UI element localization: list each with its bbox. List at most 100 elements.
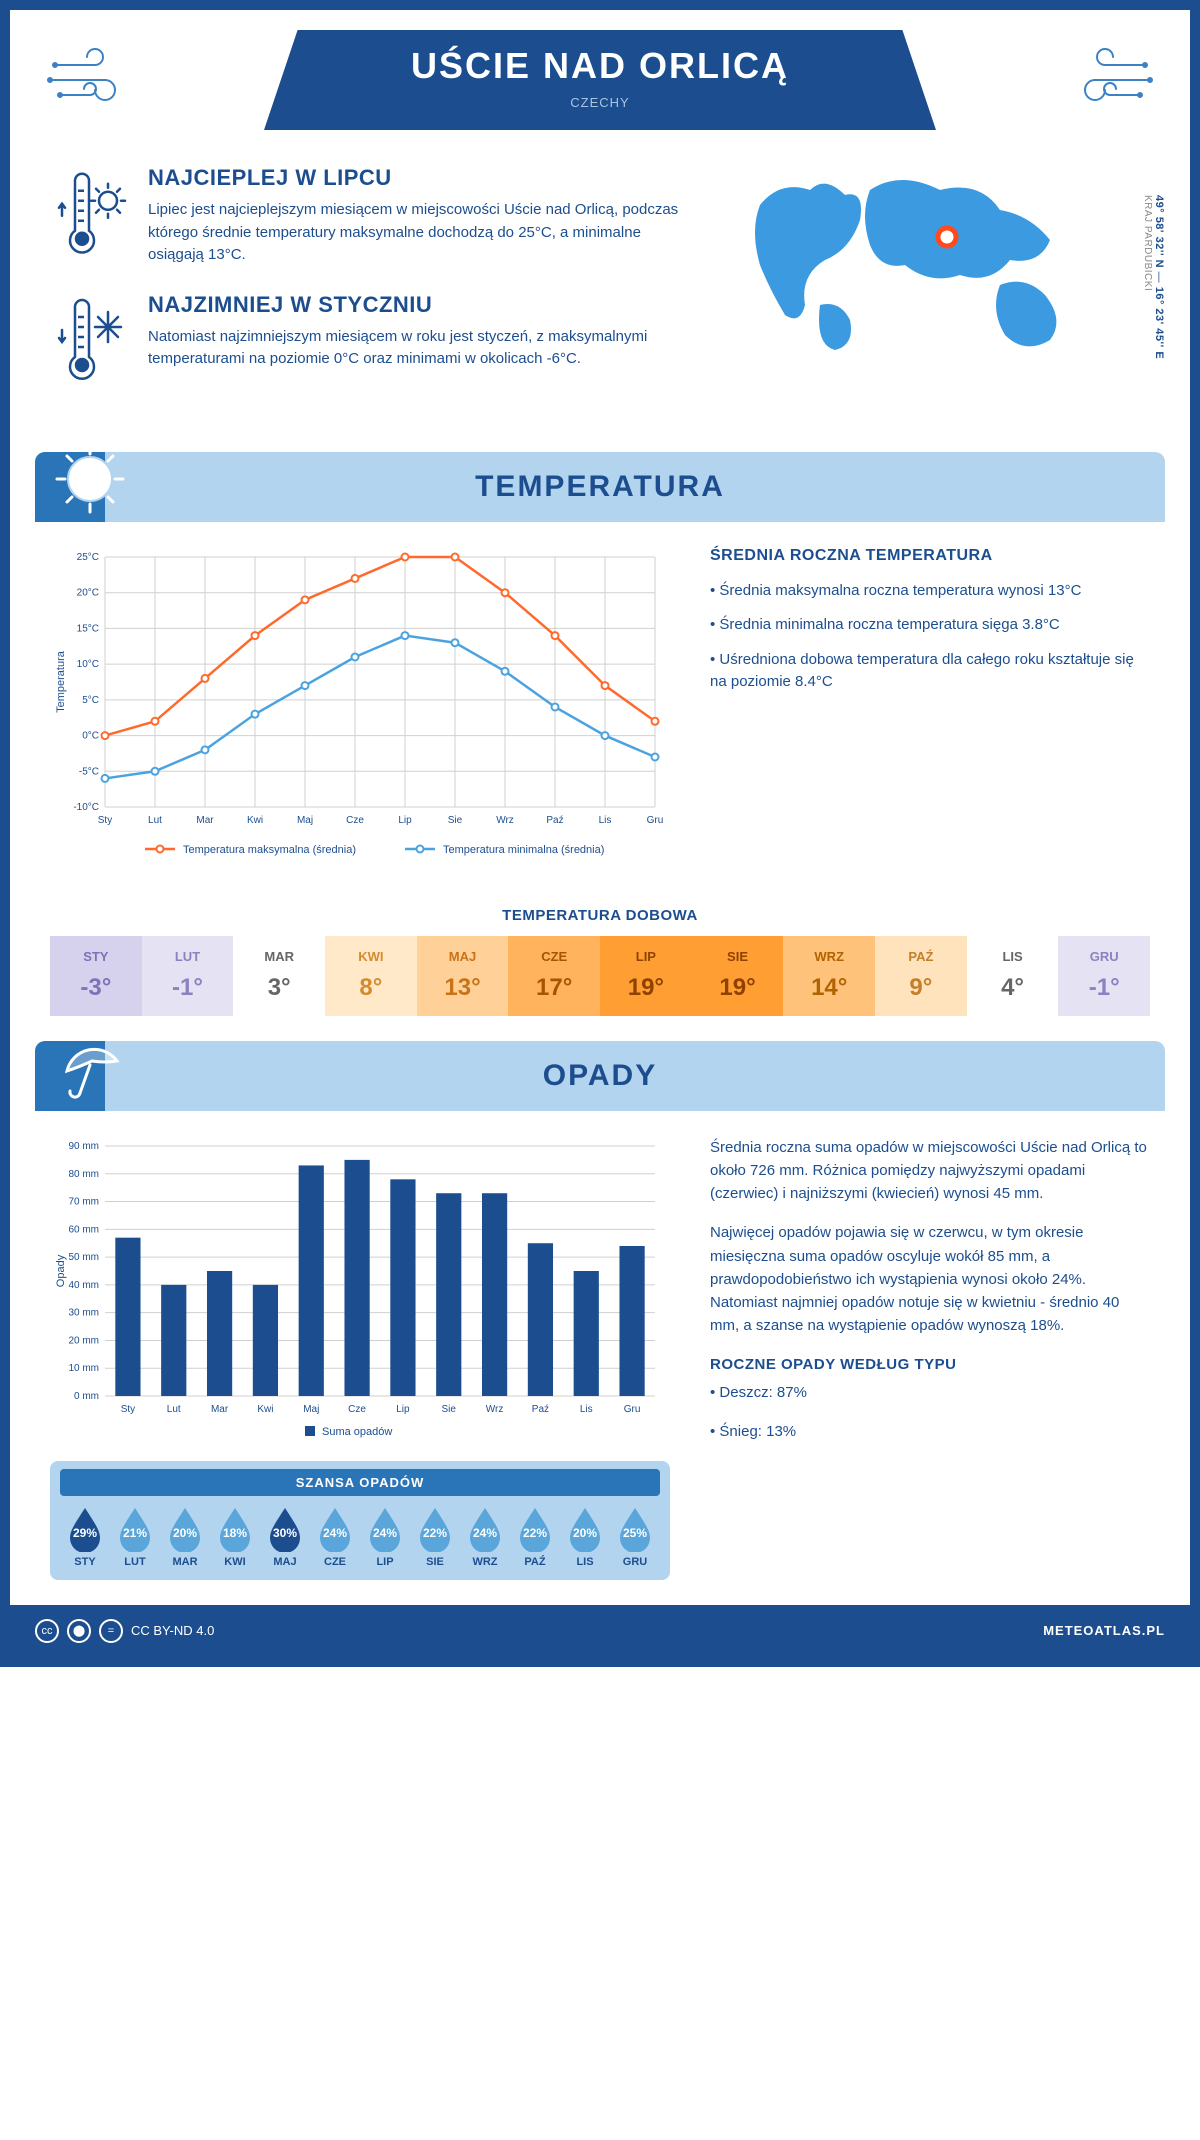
coldest-block: NAJZIMNIEJ W STYCZNIU Natomiast najzimni… [50, 292, 700, 392]
daily-temp-cell: MAJ13° [417, 936, 509, 1016]
location-pin-icon [935, 225, 959, 254]
temp-bullet: • Średnia minimalna roczna temperatura s… [710, 614, 1150, 637]
chance-drop: 20% MAR [166, 1506, 204, 1568]
temp-bullet: • Średnia maksymalna roczna temperatura … [710, 580, 1150, 603]
daily-temp-cell: PAŹ9° [875, 936, 967, 1016]
temp-chart: -10°C-5°C0°C5°C10°C15°C20°C25°CStyLutMar… [50, 547, 670, 872]
thermometer-hot-icon [50, 165, 130, 267]
footer: cc ⬤ = CC BY-ND 4.0 METEOATLAS.PL [10, 1605, 1190, 1657]
svg-text:Sie: Sie [442, 1404, 457, 1415]
svg-text:70 mm: 70 mm [68, 1196, 99, 1207]
page: UŚCIE NAD ORLICĄ CZECHY NAJCIEPLEJ W LIP… [0, 0, 1200, 1667]
svg-text:Sty: Sty [121, 1404, 135, 1415]
warmest-text: Lipiec jest najcieplejszym miesiącem w m… [148, 199, 700, 267]
svg-text:Gru: Gru [624, 1404, 641, 1415]
svg-text:Temperatura maksymalna (średni: Temperatura maksymalna (średnia) [183, 844, 356, 856]
svg-text:Kwi: Kwi [257, 1404, 273, 1415]
license-block: cc ⬤ = CC BY-ND 4.0 [35, 1619, 214, 1643]
svg-text:Lip: Lip [398, 815, 412, 826]
svg-text:Paź: Paź [532, 1404, 549, 1415]
warmest-block: NAJCIEPLEJ W LIPCU Lipiec jest najcieple… [50, 165, 700, 267]
precip-left: 0 mm10 mm20 mm30 mm40 mm50 mm60 mm70 mm8… [50, 1136, 670, 1580]
header: UŚCIE NAD ORLICĄ CZECHY [10, 10, 1190, 140]
svg-text:60 mm: 60 mm [68, 1224, 99, 1235]
svg-text:Temperatura: Temperatura [55, 650, 67, 713]
svg-text:5°C: 5°C [82, 694, 99, 705]
chance-drop: 30% MAJ [266, 1506, 304, 1568]
daily-temp-cell: STY-3° [50, 936, 142, 1016]
chance-drop: 24% CZE [316, 1506, 354, 1568]
daily-temp-cell: CZE17° [508, 936, 600, 1016]
svg-text:Lut: Lut [148, 815, 162, 826]
by-icon: ⬤ [67, 1619, 91, 1643]
wind-icon-right [1040, 40, 1160, 120]
svg-text:Sty: Sty [98, 815, 112, 826]
svg-text:10°C: 10°C [77, 659, 99, 670]
intro-text: NAJCIEPLEJ W LIPCU Lipiec jest najcieple… [50, 165, 700, 417]
page-title: UŚCIE NAD ORLICĄ [324, 45, 876, 87]
chance-drop: 22% PAŹ [516, 1506, 554, 1568]
chance-drop: 24% WRZ [466, 1506, 504, 1568]
svg-text:15°C: 15°C [77, 623, 99, 634]
svg-text:Gru: Gru [647, 815, 664, 826]
svg-text:Temperatura minimalna (średnia: Temperatura minimalna (średnia) [443, 844, 604, 856]
precip-para: Najwięcej opadów pojawia się w czerwcu, … [710, 1221, 1150, 1337]
daily-temp-cell: LIP19° [600, 936, 692, 1016]
svg-text:Mar: Mar [196, 815, 214, 826]
svg-text:Maj: Maj [303, 1404, 319, 1415]
precip-type: • Deszcz: 87% [710, 1381, 1150, 1404]
world-map-icon [730, 165, 1110, 365]
nd-icon: = [99, 1619, 123, 1643]
warmest-title: NAJCIEPLEJ W LIPCU [148, 165, 700, 191]
precip-type: • Śnieg: 13% [710, 1420, 1150, 1443]
umbrella-icon [55, 1033, 125, 1103]
svg-text:Wrz: Wrz [486, 1404, 504, 1415]
svg-text:25°C: 25°C [77, 552, 99, 563]
precip-info: Średnia roczna suma opadów w miejscowośc… [710, 1136, 1150, 1580]
svg-text:0 mm: 0 mm [74, 1391, 99, 1402]
chance-drop: 18% KWI [216, 1506, 254, 1568]
svg-text:Mar: Mar [211, 1404, 229, 1415]
svg-text:Lip: Lip [396, 1404, 410, 1415]
coordinates: 49° 58' 32'' N — 16° 23' 45'' EKRAJ PARD… [1141, 195, 1165, 359]
cc-icon: cc [35, 1619, 59, 1643]
svg-text:Sie: Sie [448, 815, 463, 826]
license-text: CC BY-ND 4.0 [131, 1623, 214, 1638]
svg-text:0°C: 0°C [82, 730, 99, 741]
svg-text:Lut: Lut [167, 1404, 181, 1415]
svg-text:Kwi: Kwi [247, 815, 263, 826]
svg-text:-5°C: -5°C [79, 766, 99, 777]
svg-text:Suma opadów: Suma opadów [322, 1426, 392, 1438]
sun-icon [55, 444, 125, 514]
temp-section: -10°C-5°C0°C5°C10°C15°C20°C25°CStyLutMar… [10, 522, 1190, 897]
svg-text:Maj: Maj [297, 815, 313, 826]
svg-text:90 mm: 90 mm [68, 1141, 99, 1152]
thermometer-cold-icon [50, 292, 130, 392]
daily-temp-cell: LUT-1° [142, 936, 234, 1016]
map-block: 49° 58' 32'' N — 16° 23' 45'' EKRAJ PARD… [730, 165, 1150, 417]
chance-drop: 22% SIE [416, 1506, 454, 1568]
chance-drop: 20% LIS [566, 1506, 604, 1568]
daily-temp-cell: LIS4° [967, 936, 1059, 1016]
daily-temp-cell: WRZ14° [783, 936, 875, 1016]
chance-drop: 21% LUT [116, 1506, 154, 1568]
svg-text:Lis: Lis [599, 815, 612, 826]
chance-drop: 25% GRU [616, 1506, 654, 1568]
svg-text:Cze: Cze [346, 815, 364, 826]
svg-text:40 mm: 40 mm [68, 1279, 99, 1290]
chance-title: SZANSA OPADÓW [60, 1469, 660, 1496]
svg-text:Lis: Lis [580, 1404, 593, 1415]
chance-drop: 29% STY [66, 1506, 104, 1568]
country-label: CZECHY [324, 95, 876, 110]
svg-text:Wrz: Wrz [496, 815, 514, 826]
precip-heading: OPADY [35, 1059, 1165, 1093]
daily-temp-cell: GRU-1° [1058, 936, 1150, 1016]
precip-section: 0 mm10 mm20 mm30 mm40 mm50 mm60 mm70 mm8… [10, 1111, 1190, 1605]
precip-chart: 0 mm10 mm20 mm30 mm40 mm50 mm60 mm70 mm8… [50, 1136, 670, 1451]
chance-row: 29% STY 21% LUT 20% MAR 18% KWI 30% MAJ … [60, 1506, 660, 1568]
wind-icon-left [40, 40, 160, 120]
svg-text:Opady: Opady [55, 1254, 67, 1287]
coldest-title: NAJZIMNIEJ W STYCZNIU [148, 292, 700, 318]
svg-text:Paź: Paź [546, 815, 563, 826]
daily-temp-cell: KWI8° [325, 936, 417, 1016]
